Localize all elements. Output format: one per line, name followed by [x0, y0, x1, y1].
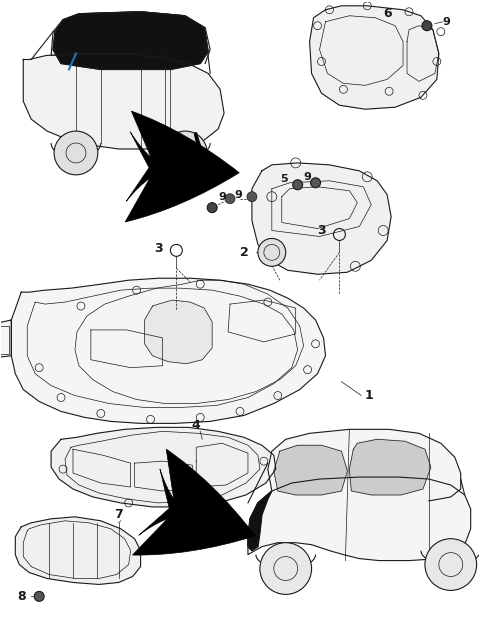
- Circle shape: [293, 180, 302, 190]
- Text: 9: 9: [304, 172, 312, 182]
- Circle shape: [164, 131, 207, 175]
- FancyArrowPatch shape: [195, 134, 234, 176]
- Text: 9: 9: [443, 16, 451, 27]
- Text: 7: 7: [114, 508, 123, 521]
- Polygon shape: [15, 517, 141, 585]
- Circle shape: [260, 543, 312, 595]
- Polygon shape: [248, 491, 272, 551]
- Text: 1: 1: [365, 389, 373, 402]
- Circle shape: [207, 203, 217, 212]
- Polygon shape: [23, 53, 224, 149]
- Circle shape: [422, 21, 432, 30]
- Polygon shape: [252, 163, 391, 275]
- Text: 8: 8: [17, 590, 25, 603]
- Circle shape: [225, 194, 235, 204]
- Polygon shape: [268, 429, 461, 501]
- Text: 3: 3: [154, 242, 163, 255]
- Polygon shape: [248, 477, 471, 560]
- Polygon shape: [274, 445, 348, 495]
- Polygon shape: [144, 300, 212, 364]
- Polygon shape: [51, 12, 210, 63]
- Circle shape: [247, 191, 257, 202]
- Circle shape: [425, 539, 477, 590]
- Polygon shape: [0, 320, 12, 358]
- Text: 6: 6: [383, 7, 392, 20]
- Text: 9: 9: [234, 190, 242, 200]
- Text: 9: 9: [218, 191, 226, 202]
- Circle shape: [34, 592, 44, 601]
- Polygon shape: [12, 278, 325, 424]
- Text: 2: 2: [240, 246, 248, 259]
- Circle shape: [258, 238, 286, 266]
- Text: 5: 5: [280, 174, 288, 184]
- Text: 4: 4: [192, 419, 201, 432]
- Polygon shape: [349, 439, 431, 495]
- Text: 3: 3: [317, 224, 326, 237]
- Polygon shape: [310, 6, 439, 109]
- Circle shape: [54, 131, 98, 175]
- Polygon shape: [51, 427, 276, 507]
- Circle shape: [311, 178, 321, 188]
- Polygon shape: [53, 12, 208, 70]
